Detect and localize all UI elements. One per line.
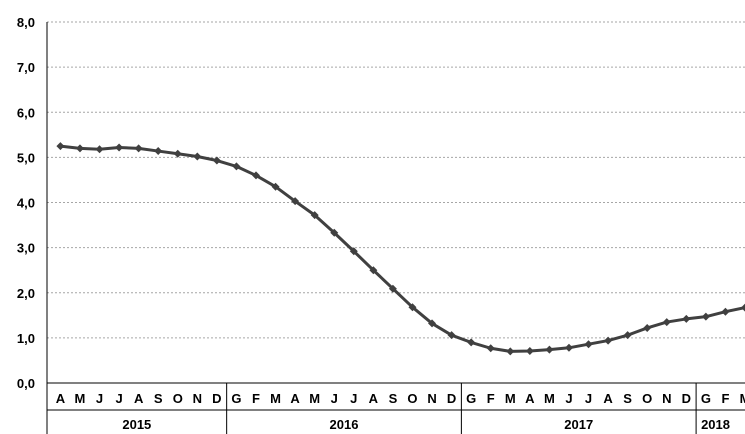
y-tick-label: 0,0: [17, 376, 35, 391]
data-point: [154, 147, 163, 156]
x-month-label: G: [701, 391, 711, 406]
x-month-label: J: [350, 391, 357, 406]
data-series: [56, 142, 745, 356]
x-month-label: J: [585, 391, 592, 406]
data-point: [388, 284, 397, 293]
data-point: [428, 319, 437, 328]
data-point: [95, 145, 104, 154]
data-point: [56, 142, 65, 151]
y-tick-label: 4,0: [17, 196, 35, 211]
x-month-label: A: [603, 391, 613, 406]
x-month-label: D: [212, 391, 221, 406]
data-point: [291, 197, 300, 206]
x-month-label: M: [270, 391, 281, 406]
y-tick-label: 5,0: [17, 150, 35, 165]
data-point: [506, 347, 515, 356]
axes: [46, 22, 745, 434]
x-month-label: A: [369, 391, 379, 406]
x-month-label: A: [134, 391, 144, 406]
x-month-label: M: [75, 391, 86, 406]
x-month-labels: AMJJASONDGFMAMJJASONDGFMAMJJASONDGFM: [56, 391, 745, 406]
data-point: [330, 228, 339, 237]
data-point: [741, 303, 745, 312]
x-month-label: O: [407, 391, 417, 406]
y-tick-labels: 0,0 1,0 2,0 3,0 4,0 5,0 6,0 7,0 8,0: [17, 15, 35, 391]
x-month-label: M: [309, 391, 320, 406]
x-month-label: S: [154, 391, 163, 406]
data-point: [75, 144, 84, 153]
data-point: [310, 211, 319, 220]
x-month-label: M: [740, 391, 745, 406]
x-year-labels: 2015 2016 2017 2018: [122, 417, 730, 432]
x-month-label: F: [721, 391, 729, 406]
data-point: [212, 156, 221, 165]
gridlines: [47, 21, 745, 339]
data-point: [271, 182, 280, 191]
x-month-label: O: [642, 391, 652, 406]
data-point: [721, 307, 730, 316]
x-month-label: A: [56, 391, 66, 406]
data-point: [349, 247, 358, 256]
data-point: [193, 152, 202, 161]
data-point: [369, 266, 378, 275]
x-month-label: D: [682, 391, 691, 406]
y-tick-label: 6,0: [17, 105, 35, 120]
x-month-label: F: [487, 391, 495, 406]
x-month-label: J: [115, 391, 122, 406]
y-tick-label: 7,0: [17, 60, 35, 75]
data-point: [408, 303, 417, 312]
x-month-label: D: [447, 391, 456, 406]
data-point: [682, 314, 691, 323]
x-year-label: 2018: [701, 417, 730, 432]
x-month-label: G: [231, 391, 241, 406]
data-point: [252, 171, 260, 180]
data-point: [545, 345, 554, 354]
x-month-label: M: [544, 391, 555, 406]
data-point: [623, 331, 632, 340]
data-point: [584, 340, 593, 349]
x-month-label: O: [173, 391, 183, 406]
x-month-label: G: [466, 391, 476, 406]
y-tick-label: 1,0: [17, 331, 35, 346]
data-point: [525, 346, 534, 355]
x-month-label: F: [252, 391, 260, 406]
y-tick-label: 3,0: [17, 241, 35, 256]
x-month-label: N: [193, 391, 202, 406]
x-month-label: A: [525, 391, 535, 406]
data-point: [232, 162, 241, 171]
x-month-label: N: [427, 391, 436, 406]
data-point: [643, 323, 652, 332]
x-month-label: M: [505, 391, 516, 406]
x-month-label: S: [389, 391, 398, 406]
data-point: [604, 336, 613, 345]
x-month-label: A: [290, 391, 300, 406]
data-point: [662, 318, 671, 327]
x-month-label: N: [662, 391, 671, 406]
data-point: [173, 149, 182, 158]
data-point: [701, 312, 710, 321]
data-point: [467, 338, 476, 347]
x-year-label: 2016: [330, 417, 359, 432]
x-year-label: 2015: [122, 417, 151, 432]
x-month-label: S: [623, 391, 632, 406]
y-tick-label: 8,0: [17, 15, 35, 30]
x-month-label: J: [96, 391, 103, 406]
data-point: [447, 331, 456, 340]
series-line: [58, 144, 745, 353]
data-point: [134, 144, 143, 153]
data-point: [564, 343, 573, 352]
x-month-label: J: [331, 391, 338, 406]
x-month-label: J: [565, 391, 572, 406]
x-year-label: 2017: [564, 417, 593, 432]
y-tick-label: 2,0: [17, 286, 35, 301]
data-point: [486, 344, 495, 353]
data-point: [115, 143, 124, 152]
